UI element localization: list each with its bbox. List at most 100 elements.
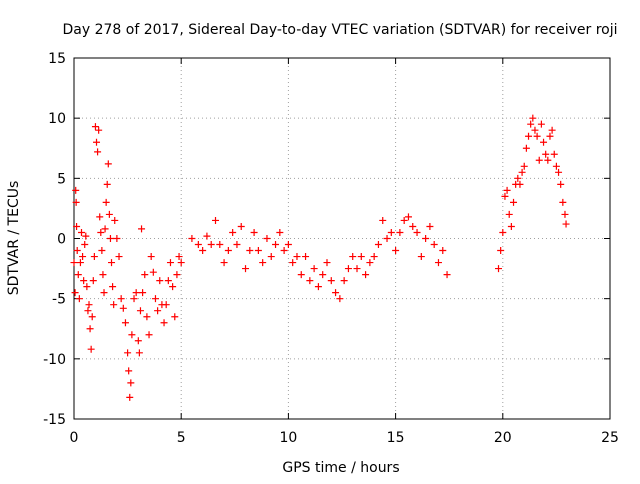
data-point-marker [199, 247, 207, 255]
data-point-marker [383, 235, 391, 242]
data-point-marker [109, 283, 117, 291]
data-point-marker [280, 247, 288, 255]
data-point-marker [430, 241, 438, 249]
data-point-marker [544, 156, 552, 164]
data-point-marker [82, 232, 90, 240]
data-point-marker [396, 228, 404, 236]
data-point-marker [169, 283, 177, 291]
data-point-marker [250, 228, 258, 236]
data-point-marker [353, 265, 361, 273]
data-point-marker [97, 228, 105, 236]
data-point-marker [85, 301, 93, 309]
data-point-marker [164, 277, 172, 285]
data-point-marker [72, 186, 80, 194]
data-point-marker [349, 253, 357, 261]
data-point-marker [229, 228, 237, 236]
data-point-marker [413, 228, 421, 236]
data-point-marker [108, 259, 116, 267]
data-point-marker [327, 277, 335, 285]
data-point-marker [497, 247, 505, 255]
data-point-marker [417, 253, 425, 261]
data-point-marker [106, 235, 114, 242]
data-point-marker [293, 253, 301, 261]
data-point-marker [495, 265, 503, 273]
data-point-marker [162, 301, 170, 309]
data-point-marker [207, 241, 215, 249]
data-point-marker [87, 345, 95, 353]
x-tick-label: 5 [177, 430, 186, 446]
data-point-marker [505, 210, 513, 218]
data-point-marker [531, 126, 539, 134]
data-point-marker [302, 253, 310, 261]
data-point-marker [166, 259, 174, 267]
data-point-marker [79, 253, 87, 261]
data-point-marker [259, 259, 267, 267]
data-point-marker [520, 162, 528, 170]
data-point-marker [319, 271, 327, 279]
data-point-marker [156, 277, 164, 285]
data-point-marker [542, 150, 550, 158]
data-point-marker [340, 277, 348, 285]
data-point-marker [212, 216, 220, 224]
data-point-marker [139, 289, 147, 297]
data-point-marker [188, 235, 196, 242]
data-point-marker [306, 277, 314, 285]
data-point-marker [171, 313, 179, 321]
data-point-marker [557, 180, 565, 188]
data-point-marker [400, 216, 408, 224]
x-axis-label: GPS time / hours [282, 460, 399, 476]
data-point-marker [392, 247, 400, 255]
data-point-marker [562, 220, 570, 228]
data-point-marker [527, 120, 535, 128]
data-point-marker [128, 331, 136, 339]
data-point-marker [99, 271, 107, 279]
data-point-marker [83, 283, 91, 291]
data-point-marker [145, 331, 153, 339]
data-point-marker [100, 289, 108, 297]
data-point-marker [263, 235, 271, 242]
data-point-marker [102, 198, 110, 206]
data-point-marker [499, 228, 507, 236]
data-point-marker [246, 247, 254, 255]
data-point-marker [86, 325, 94, 333]
data-point-marker [117, 295, 125, 303]
data-point-marker [510, 198, 518, 206]
data-point-marker [95, 126, 103, 134]
data-points [70, 114, 570, 401]
data-point-marker [73, 247, 81, 255]
data-point-marker [138, 225, 146, 233]
data-point-marker [72, 198, 80, 206]
data-point-marker [203, 232, 211, 240]
data-point-marker [103, 180, 111, 188]
data-point-marker [101, 225, 109, 233]
data-point-marker [443, 271, 451, 279]
data-point-marker [84, 307, 92, 315]
data-point-marker [177, 259, 185, 267]
data-point-marker [514, 174, 522, 182]
x-tick-label: 15 [387, 430, 405, 446]
data-point-marker [78, 228, 86, 236]
data-point-marker [91, 123, 99, 131]
data-point-marker [529, 114, 537, 122]
y-tick-label: 10 [48, 111, 66, 127]
data-point-marker [533, 132, 541, 140]
data-point-marker [175, 253, 183, 261]
data-point-marker [276, 228, 284, 236]
data-point-marker [379, 216, 387, 224]
data-point-marker [426, 222, 434, 230]
data-point-marker [147, 253, 155, 261]
data-point-marker [546, 132, 554, 140]
data-point-marker [254, 247, 262, 255]
data-point-marker [132, 289, 140, 297]
data-point-marker [237, 222, 245, 230]
data-point-marker [173, 271, 181, 279]
y-tick-label: 0 [57, 232, 66, 248]
chart-title: Day 278 of 2017, Sidereal Day-to-day VTE… [62, 22, 617, 38]
data-point-marker [71, 289, 79, 297]
axis-ticks: 0 5 10 15 20 25 -15 -10 -5 0 5 10 15 [43, 51, 619, 446]
data-point-marker [151, 295, 159, 303]
data-point-marker [88, 313, 96, 321]
data-point-marker [75, 295, 83, 303]
data-point-marker [115, 253, 123, 261]
